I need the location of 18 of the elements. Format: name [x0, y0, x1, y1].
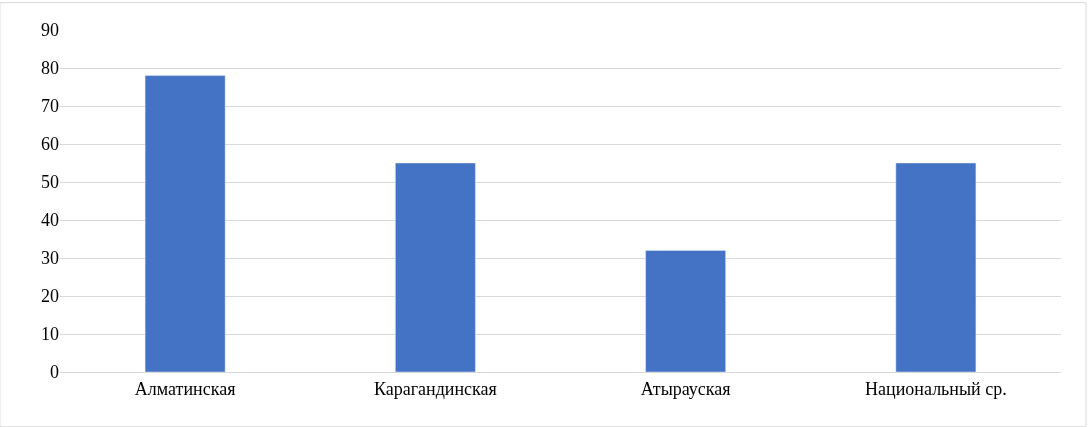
y-tick-label: 30: [41, 248, 59, 269]
y-tick-label: 20: [41, 286, 59, 307]
y-tick-label: 50: [41, 172, 59, 193]
y-tick-label: 70: [41, 96, 59, 117]
y-tick-label: 10: [41, 324, 59, 345]
x-tick-label: Атырауская: [640, 378, 731, 399]
bar: [895, 162, 977, 372]
y-tick-label: 0: [50, 362, 59, 383]
bar: [645, 250, 726, 372]
bar: [395, 162, 476, 372]
y-tick-label: 40: [41, 210, 59, 231]
x-tick-label: Национальный ср.: [865, 378, 1007, 399]
bar: [144, 75, 226, 372]
y-tick-label: 60: [41, 134, 59, 155]
y-tick-label: 90: [41, 20, 59, 41]
y-tick-label: 80: [41, 58, 59, 79]
x-tick-label: Алматинская: [134, 378, 236, 399]
x-tick-label: Карагандинская: [373, 378, 497, 399]
